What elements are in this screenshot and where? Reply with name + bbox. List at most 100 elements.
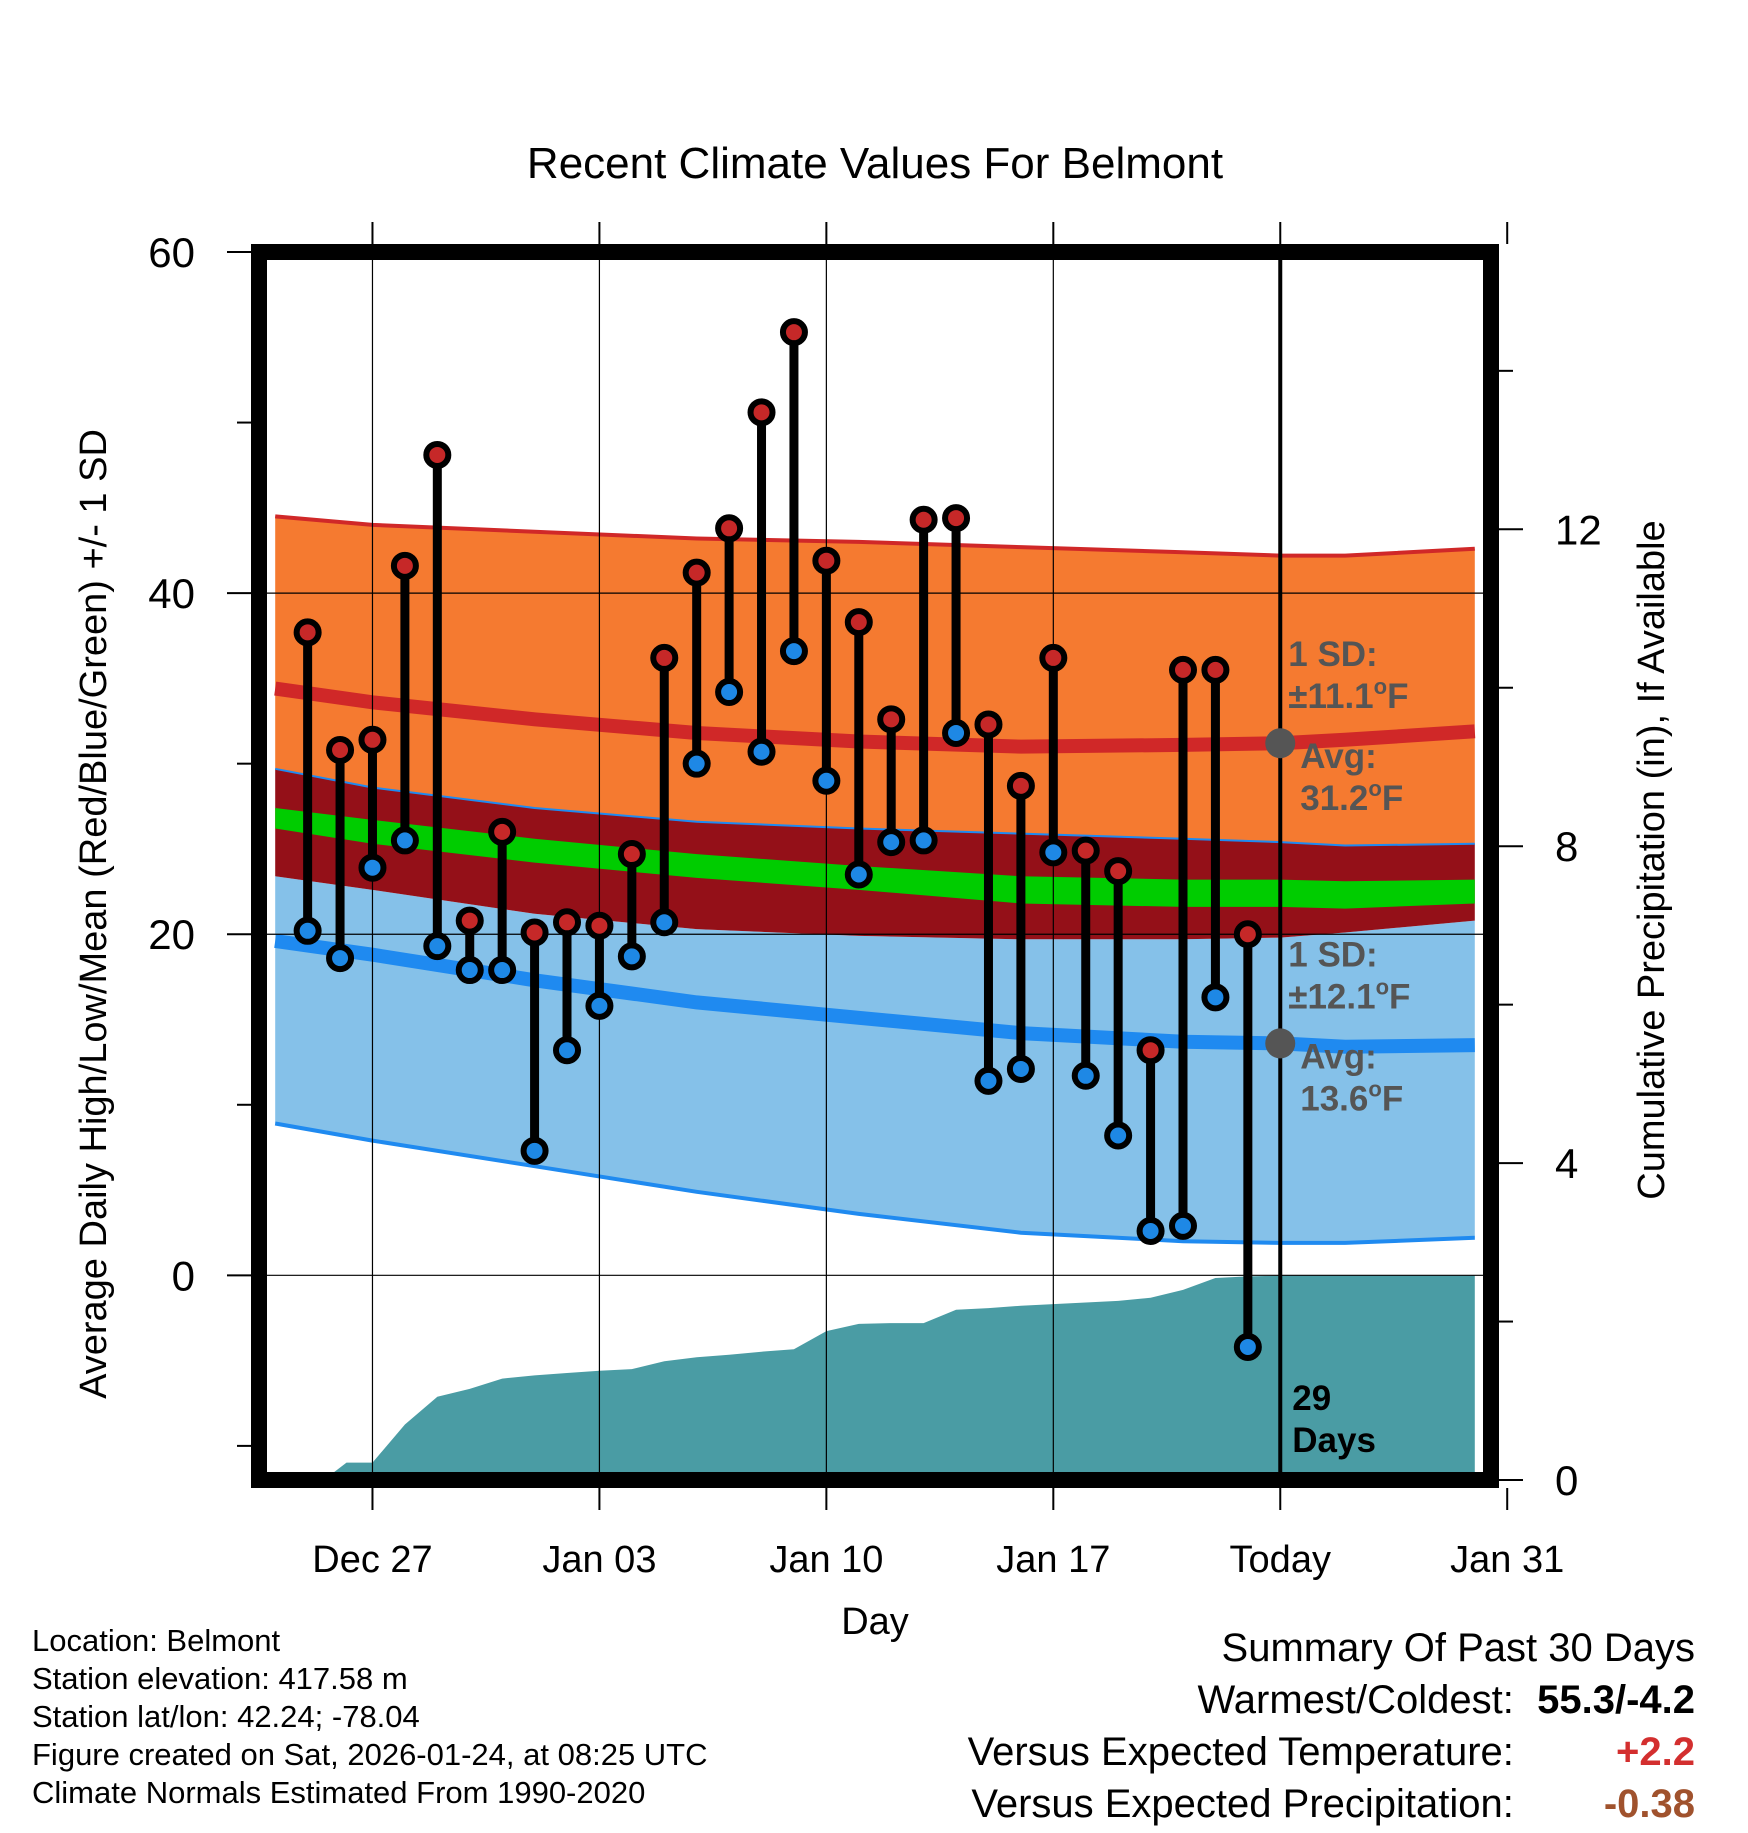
- daily-low-marker: [390, 826, 419, 855]
- daily-high-marker: [455, 906, 484, 935]
- daily-high-marker: [1071, 836, 1100, 865]
- y-tick-label-right: 4: [1555, 1140, 1578, 1187]
- low-sd-value: ±12.1oF: [1288, 974, 1410, 1016]
- high-lower-edge: [275, 767, 1475, 847]
- high-avg-value: 31.2oF: [1300, 776, 1403, 818]
- daily-high-marker: [812, 546, 841, 575]
- daily-high-marker: [585, 911, 614, 940]
- daily-high-marker: [974, 710, 1003, 739]
- daily-high-marker: [520, 918, 549, 947]
- daily-low-marker: [1233, 1332, 1262, 1361]
- x-axis: Dec 27 Jan 03 Jan 10 Jan 17 Today Jan 31 Day: [312, 222, 1564, 1643]
- daily-low-marker: [715, 678, 744, 707]
- daily-low-marker: [650, 908, 679, 937]
- daily-low-marker: [1201, 983, 1230, 1012]
- warmest-coldest-row: Warmest/Coldest: 55.3/-4.2: [968, 1674, 1696, 1726]
- daily-high-marker: [1039, 643, 1068, 672]
- y-tick-label-right: 12: [1555, 506, 1602, 553]
- y-axis-left: 0 20 40 60 Average Daily High/Low/Mean (Red/…: [73, 229, 251, 1447]
- days-count-number: 29: [1292, 1379, 1331, 1418]
- daily-low-marker: [617, 942, 646, 971]
- observed-days: [293, 318, 1262, 1361]
- normals-text: Climate Normals Estimated From 1990-2020: [32, 1775, 646, 1810]
- low-avg-dot: [1265, 1028, 1296, 1059]
- y-tick-label-left: 0: [172, 1252, 195, 1299]
- daily-high-marker: [1104, 857, 1133, 886]
- daily-low-marker: [553, 1036, 581, 1065]
- daily-low-marker: [1006, 1054, 1035, 1083]
- x-tick-label: Dec 27: [312, 1539, 432, 1581]
- daily-low-marker: [1169, 1211, 1197, 1240]
- y-tick-label-left: 40: [148, 570, 195, 617]
- x-axis-label: Day: [841, 1601, 909, 1643]
- low-sd-label: 1 SD:: [1288, 935, 1377, 974]
- daily-low-marker: [909, 826, 938, 855]
- created-text: Figure created on Sat, 2026-01-24, at 08…: [32, 1737, 708, 1772]
- temp-departure-row: Versus Expected Temperature: +2.2: [968, 1726, 1695, 1778]
- daily-high-marker: [423, 440, 452, 469]
- low-avg-label: Avg:: [1300, 1037, 1376, 1076]
- daily-high-marker: [1169, 655, 1197, 684]
- x-tick-label: Jan 10: [769, 1539, 883, 1581]
- daily-low-marker: [423, 932, 452, 961]
- plot-area: [259, 252, 1491, 1480]
- daily-low-marker: [1104, 1121, 1133, 1150]
- daily-high-marker: [844, 608, 873, 637]
- daily-high-marker: [779, 318, 808, 347]
- y-tick-label-right: 8: [1555, 823, 1578, 870]
- daily-low-marker: [812, 766, 841, 795]
- daily-high-marker: [650, 643, 679, 672]
- low-normal-line: [274, 934, 1475, 1054]
- plot-frame: [251, 244, 1499, 1488]
- daily-low-marker: [1071, 1061, 1100, 1090]
- daily-high-marker: [293, 618, 322, 647]
- summary-title: Summary Of Past 30 Days: [1221, 1626, 1695, 1670]
- daily-high-marker: [326, 736, 355, 765]
- low-lower-edge: [274, 1121, 1475, 1245]
- chart-title: Recent Climate Values For Belmont: [527, 139, 1223, 188]
- daily-high-marker: [1136, 1036, 1165, 1065]
- precip-departure-row: Versus Expected Precipitation: -0.38: [968, 1778, 1695, 1830]
- high-avg-label: Avg:: [1300, 737, 1376, 776]
- x-tick-label: Jan 17: [996, 1539, 1110, 1581]
- latlon-text: Station lat/lon: 42.24; -78.04: [32, 1699, 420, 1734]
- y-tick-label-left: 60: [148, 229, 195, 276]
- high-normal-line: [274, 681, 1476, 754]
- warmest-coldest-label: Warmest/Coldest:: [1197, 1678, 1514, 1722]
- daily-low-marker: [488, 956, 517, 985]
- days-count-label: Days: [1292, 1421, 1376, 1460]
- daily-high-marker: [617, 840, 646, 869]
- y-tick-label-right: 0: [1555, 1457, 1578, 1504]
- temp-departure-label: Versus Expected Temperature:: [967, 1730, 1514, 1774]
- daily-high-marker: [1201, 655, 1230, 684]
- low-avg-value: 13.6oF: [1300, 1076, 1403, 1118]
- summary-panel: Summary Of Past 30 Days Warmest/Coldest:…: [968, 1622, 1695, 1830]
- daily-low-marker: [779, 637, 808, 666]
- daily-low-marker: [358, 853, 387, 882]
- daily-low-marker: [974, 1066, 1003, 1095]
- daily-high-marker: [942, 504, 971, 533]
- y-axis-label-right: Cumulative Precipitation (in), If Availa…: [1631, 520, 1673, 1199]
- daily-high-marker: [877, 705, 906, 734]
- high-sd-value: ±11.1oF: [1288, 674, 1408, 716]
- high-sd-label: 1 SD:: [1288, 635, 1377, 674]
- daily-high-marker: [553, 908, 581, 937]
- daily-high-marker: [1006, 771, 1035, 800]
- daily-high-marker: [1233, 920, 1262, 949]
- precip-departure-label: Versus Expected Precipitation:: [971, 1782, 1514, 1826]
- temp-departure-value: +2.2: [1616, 1730, 1695, 1774]
- x-tick-label: Jan 03: [542, 1539, 656, 1581]
- daily-low-marker: [293, 916, 322, 945]
- daily-low-marker: [455, 956, 484, 985]
- mean-normal-line: [275, 808, 1475, 909]
- x-tick-label: Jan 31: [1450, 1539, 1564, 1581]
- daily-low-marker: [1039, 838, 1068, 867]
- daily-low-marker: [682, 749, 711, 778]
- high-sd-band: [275, 516, 1475, 846]
- location-text: Location: Belmont: [32, 1623, 281, 1658]
- daily-low-marker: [326, 944, 355, 973]
- cumulative-precipitation-area: [275, 1275, 1475, 1480]
- y-axis-right: 0 4 8 12 Cumulative Precipitation (in), If A…: [1499, 369, 1673, 1504]
